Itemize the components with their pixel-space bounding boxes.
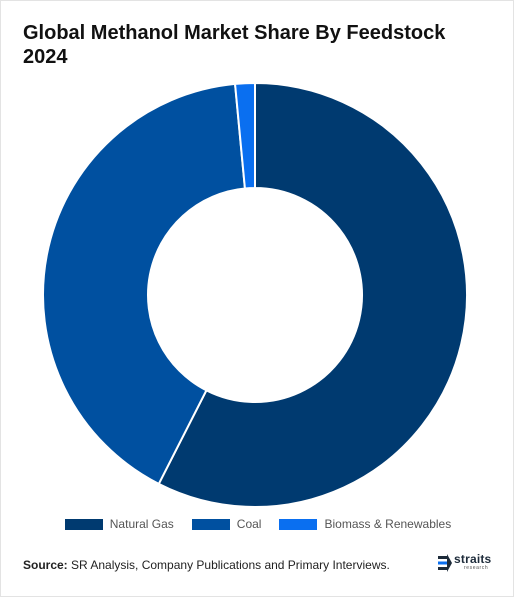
legend-swatch xyxy=(64,518,103,530)
slice-natural-gas xyxy=(157,81,468,508)
legend-swatch xyxy=(279,518,318,530)
logo-arrow-icon xyxy=(438,554,452,572)
legend-item: Biomass & Renewables xyxy=(279,517,451,531)
straits-research-logo: straits research xyxy=(437,551,497,575)
legend-swatch xyxy=(191,518,230,530)
logo-wordmark: straits xyxy=(454,552,492,566)
legend-label: Biomass & Renewables xyxy=(324,517,452,531)
source-note: Source: SR Analysis, Company Publication… xyxy=(23,558,390,572)
source-label: Source: xyxy=(23,558,68,572)
logo-subtext: research xyxy=(464,565,489,571)
source-text: SR Analysis, Company Publications and Pr… xyxy=(67,558,390,572)
chart-title: Global Methanol Market Share By Feedstoc… xyxy=(23,22,446,68)
chart-legend: Natural Gas Coal Biomass & Renewables xyxy=(1,517,514,531)
legend-label: Natural Gas xyxy=(109,517,174,531)
legend-label: Coal xyxy=(236,517,262,531)
donut-slices xyxy=(42,81,468,508)
slice-coal xyxy=(42,82,247,486)
legend-item: Coal xyxy=(191,517,262,531)
slice-biomass-renewables xyxy=(233,81,256,190)
legend-item: Natural Gas xyxy=(64,517,174,531)
